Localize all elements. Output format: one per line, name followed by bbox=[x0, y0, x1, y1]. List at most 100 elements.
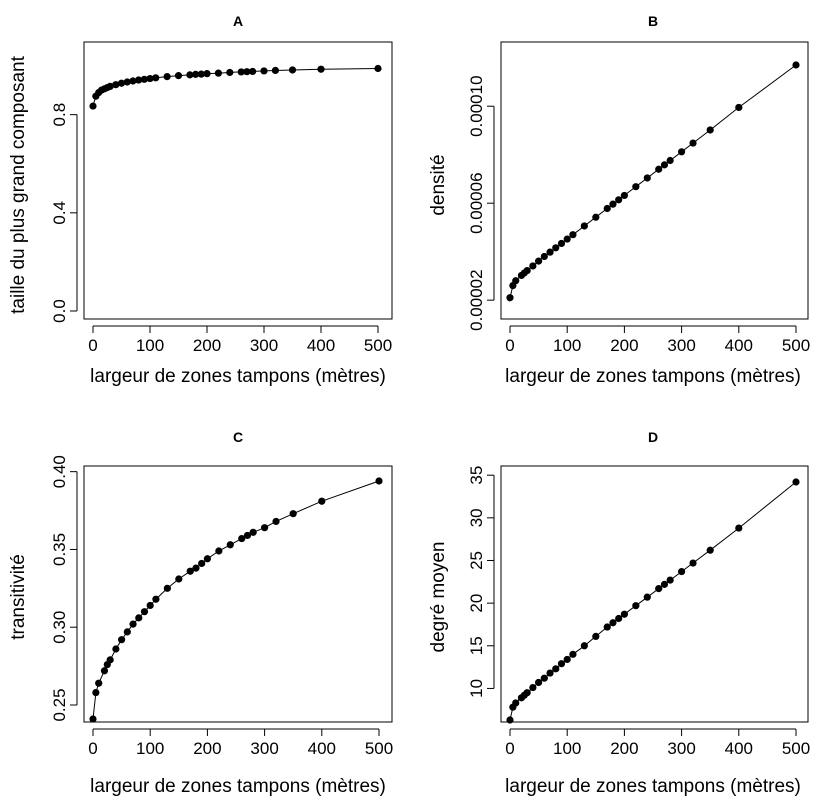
panel-d-data-point bbox=[792, 478, 800, 486]
panel-a-data-point bbox=[89, 102, 97, 110]
panel-a-data-point bbox=[123, 78, 131, 86]
panel-a-data-point bbox=[197, 70, 205, 78]
panel-a-data-point bbox=[163, 72, 171, 81]
panel-c-data-point bbox=[186, 567, 194, 575]
panel-d-data-point bbox=[615, 614, 623, 623]
panel-b-y-tick-label: 0.00010 bbox=[467, 75, 486, 136]
panel-b-y-tick-label: 0.00002 bbox=[467, 269, 486, 330]
panel-b-xlabel: largeur de zones tampons (mètres) bbox=[505, 366, 801, 387]
panel-a-data-point bbox=[135, 76, 143, 84]
panel-d-y-tick-label: 35 bbox=[467, 466, 486, 485]
panel-c-data-point bbox=[95, 679, 103, 687]
panel-c-plot-box bbox=[83, 465, 393, 723]
panel-c-x-tick-label: 200 bbox=[193, 739, 221, 758]
panel-b-x-tick-label: 0 bbox=[505, 336, 514, 355]
panel-a-data-point bbox=[214, 69, 222, 77]
panel-c-data-point bbox=[289, 510, 297, 518]
panel-d-x-tick-label: 100 bbox=[553, 739, 581, 758]
panel-a-data-point bbox=[112, 81, 120, 89]
panel-a-x-tick-label: 0 bbox=[88, 336, 97, 355]
panel-b-ylabel: densité bbox=[428, 154, 449, 215]
panel-d-data-point bbox=[735, 524, 743, 532]
panel-b-y-tick-label: 0.00006 bbox=[467, 172, 486, 233]
panel-a-data-point bbox=[106, 82, 114, 91]
panel-c: C largeur de zones tampons (mètres) tran… bbox=[8, 429, 393, 797]
panel-b-data-point bbox=[792, 61, 800, 69]
panel-c-data-point bbox=[146, 601, 154, 610]
panel-c-title: C bbox=[233, 429, 243, 445]
panel-c-data-point bbox=[163, 584, 171, 592]
panel-a-data-point bbox=[152, 74, 160, 82]
panel-a-data-point bbox=[237, 68, 245, 76]
panel-a-data-point bbox=[140, 75, 148, 83]
panel-b-data-point bbox=[655, 165, 663, 173]
panel-d-data-point bbox=[512, 699, 520, 707]
panel-d-data-point bbox=[689, 559, 697, 567]
panel-c-data-point bbox=[226, 541, 234, 549]
panel-c-data-point bbox=[129, 620, 137, 628]
panel-a-data-point bbox=[249, 67, 257, 76]
panel-d-data-point bbox=[603, 623, 611, 631]
panel-c-xlabel: largeur de zones tampons (mètres) bbox=[90, 776, 386, 797]
panel-c-data-point bbox=[152, 595, 160, 603]
panel-b-data-point bbox=[546, 248, 554, 256]
panel-b-data-point bbox=[689, 139, 697, 147]
panel-d-x-tick-label: 0 bbox=[505, 739, 514, 758]
panel-a-y-tick-label: 0.0 bbox=[50, 299, 69, 323]
panel-c-y-tick-label: 0.40 bbox=[50, 455, 69, 488]
panel-a-title: A bbox=[233, 13, 243, 29]
panel-a-x-tick-label: 200 bbox=[193, 336, 221, 355]
panel-b: B largeur de zones tampons (mètres) dens… bbox=[428, 13, 810, 387]
panel-c-data-point bbox=[249, 528, 257, 536]
panel-d-y-tick-label: 30 bbox=[467, 508, 486, 527]
panel-d-x-tick-label: 500 bbox=[782, 739, 810, 758]
panel-d-data-point bbox=[655, 585, 663, 593]
panel-d-data-point bbox=[569, 650, 577, 658]
panel-a-data-point bbox=[271, 66, 279, 75]
panel-a-xlabel: largeur de zones tampons (mètres) bbox=[90, 366, 386, 387]
panel-c-data-point bbox=[243, 531, 252, 540]
panel-a-data-point bbox=[288, 66, 297, 74]
panel-b-data-point bbox=[580, 222, 588, 230]
panel-b-data-point bbox=[678, 148, 686, 156]
panel-b-data-point bbox=[552, 244, 560, 252]
panel-b-data-point bbox=[506, 294, 514, 302]
panel-d-x-tick-label: 400 bbox=[725, 739, 753, 758]
panel-c-data-point bbox=[198, 559, 206, 568]
panel-c-data-point bbox=[215, 547, 223, 555]
panel-c-data-point bbox=[118, 636, 126, 644]
panel-c-data-point bbox=[106, 656, 114, 664]
panel-d-y-tick-label: 10 bbox=[467, 679, 486, 698]
panel-c-data-point bbox=[89, 715, 97, 723]
panel-c-data-point bbox=[238, 534, 246, 543]
panel-c-ylabel: transitivité bbox=[8, 554, 29, 640]
panel-b-data-point bbox=[557, 239, 566, 248]
panel-b-title: B bbox=[648, 13, 658, 29]
panel-c-data-point bbox=[375, 477, 383, 485]
panel-a-data-point bbox=[117, 79, 126, 87]
panel-d-x-tick-label: 300 bbox=[667, 739, 695, 758]
panel-d-data-point bbox=[529, 683, 537, 692]
panel-d-y-tick-label: 20 bbox=[467, 594, 486, 613]
panel-c-data-point bbox=[261, 524, 269, 532]
panel-b-data-point bbox=[666, 156, 674, 165]
panel-b-data-point bbox=[529, 262, 537, 270]
panel-c-data-point bbox=[135, 614, 143, 622]
panel-b-data-point bbox=[569, 231, 577, 239]
panel-b-data-point bbox=[523, 266, 531, 275]
panel-a-y-tick-label: 0.4 bbox=[50, 201, 69, 225]
panel-d-data-point bbox=[609, 619, 617, 627]
panel-d-data-point bbox=[557, 660, 566, 668]
panel-c-series-line bbox=[92, 480, 380, 720]
panel-c-data-point bbox=[272, 517, 280, 526]
panel-c-y-tick-label: 0.25 bbox=[50, 688, 69, 721]
panel-b-data-point bbox=[643, 174, 651, 182]
panel-b-data-point bbox=[735, 103, 743, 112]
panel-c-data-point bbox=[140, 608, 149, 616]
panel-a-x-tick-label: 500 bbox=[364, 336, 392, 355]
panel-a-data-point bbox=[203, 70, 211, 78]
panel-d-plot-box bbox=[500, 465, 809, 723]
panel-c-x-tick-label: 400 bbox=[308, 739, 336, 758]
panel-d-data-point bbox=[523, 689, 531, 697]
